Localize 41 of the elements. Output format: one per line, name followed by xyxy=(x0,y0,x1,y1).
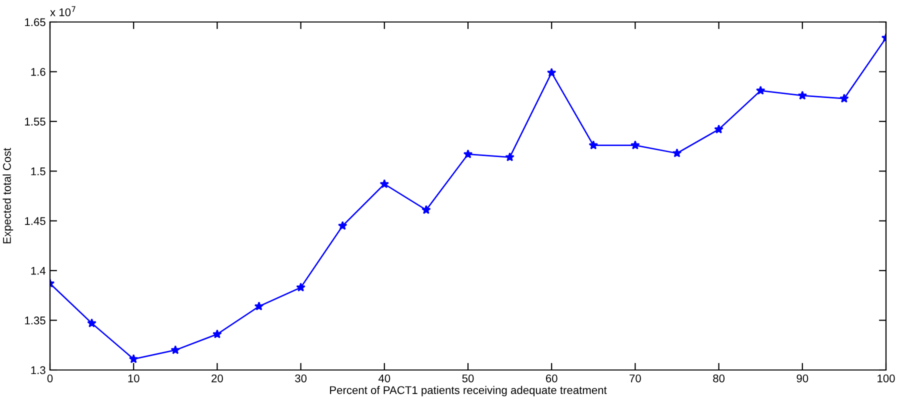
x-tick-label: 30 xyxy=(295,374,307,382)
point xyxy=(546,68,556,77)
y-tick-label: 1.3 xyxy=(31,366,46,374)
point xyxy=(128,354,138,364)
x-tick-label: 0 xyxy=(47,374,53,382)
y-tick-label: 1.45 xyxy=(25,217,46,225)
y-tick-label: 1.4 xyxy=(31,266,46,275)
point xyxy=(170,345,180,354)
x-tick-label: 40 xyxy=(378,374,390,382)
x-tick-label: 50 xyxy=(462,374,474,382)
x-axis-title: Percent of PACT1 patients receiving adequate treatment xyxy=(330,386,607,396)
x-tick-label: 100 xyxy=(878,374,895,382)
x-tick-label: 20 xyxy=(212,374,223,382)
point xyxy=(672,148,682,158)
point xyxy=(212,329,222,338)
x-tick-label: 80 xyxy=(713,374,725,382)
point xyxy=(380,179,390,188)
y-tick-label: 1.6 xyxy=(31,68,46,76)
y-tick-label: 1.35 xyxy=(25,316,46,324)
y-tick-label: 1.65 xyxy=(25,18,46,26)
x-tick-label: 90 xyxy=(796,374,808,382)
point xyxy=(798,90,808,100)
point xyxy=(588,140,598,150)
point xyxy=(840,94,849,103)
point xyxy=(422,205,431,214)
y-tick-label: 1.55 xyxy=(25,118,46,126)
y-tick-label: 1.5 xyxy=(31,168,46,176)
point xyxy=(463,149,473,158)
point xyxy=(505,152,514,162)
y-axis-title: Expected total Cost xyxy=(2,148,14,244)
point xyxy=(338,220,348,230)
point xyxy=(714,124,724,134)
point xyxy=(630,140,640,150)
point xyxy=(756,86,766,95)
x-tick-label: 70 xyxy=(630,374,641,382)
x-tick-label: 60 xyxy=(546,374,558,382)
text: x 10$^{7}$ xyxy=(50,6,76,16)
point xyxy=(254,302,264,310)
point xyxy=(296,282,306,292)
x-tick-label: 10 xyxy=(128,374,140,382)
point xyxy=(87,318,96,328)
